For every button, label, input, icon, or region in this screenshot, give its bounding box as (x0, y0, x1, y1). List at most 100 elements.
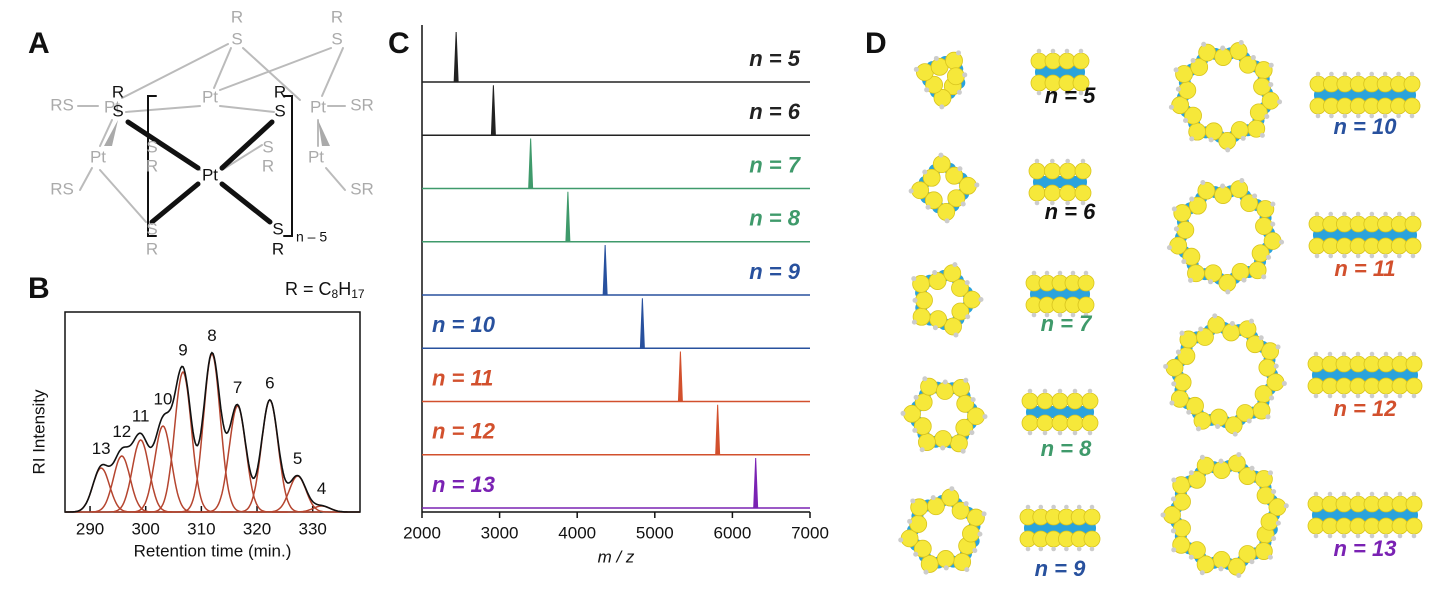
h-atom (1051, 504, 1056, 510)
h-atom (1279, 239, 1285, 245)
trace-label: n = 6 (749, 99, 801, 124)
x-tick-label: 290 (76, 519, 104, 538)
s-atom (963, 290, 981, 309)
h-atom (911, 319, 917, 325)
formula: R = C8H17 (285, 279, 365, 301)
h-atom (1171, 206, 1177, 212)
h-atom (938, 152, 944, 158)
h-atom (982, 414, 988, 420)
s-atom (1261, 342, 1280, 361)
h-atom (1270, 221, 1276, 227)
h-atom (981, 511, 987, 517)
h-atom (1036, 48, 1042, 54)
h-atom (1064, 504, 1069, 510)
h-atom (1057, 388, 1063, 394)
h-atom (960, 201, 966, 207)
s-atom (1405, 517, 1423, 535)
model-label: n = 13 (1334, 536, 1397, 561)
s-atom (1051, 414, 1069, 432)
h-atom (972, 548, 978, 554)
h-atom (1383, 393, 1389, 399)
h-atom (1188, 554, 1194, 560)
h-atom (1057, 312, 1063, 318)
atom-label: S (112, 101, 123, 120)
h-atom (1383, 491, 1389, 497)
atom-label: Pt (202, 165, 218, 184)
atom-label: S (231, 29, 242, 48)
atom-label: Pt (310, 97, 326, 116)
h-atom (919, 447, 925, 453)
s-atom (1335, 517, 1353, 535)
s-atom (913, 539, 932, 558)
atom-label: S (146, 137, 157, 156)
h-atom (924, 87, 930, 93)
h-atom (1240, 135, 1246, 141)
model-side-view (1025, 270, 1095, 318)
s-atom (1307, 377, 1325, 395)
h-atom (1313, 351, 1319, 357)
h-atom (1341, 533, 1347, 539)
h-atom (1265, 414, 1271, 420)
panel-label: C (388, 27, 410, 60)
h-atom (1168, 104, 1174, 110)
x-tick-label: 310 (187, 519, 215, 538)
h-atom (1182, 117, 1188, 123)
s-atom (1321, 377, 1339, 395)
structure-bonds (77, 43, 346, 237)
h-atom (1212, 313, 1218, 319)
h-atom (1266, 254, 1272, 260)
h-atom (1410, 211, 1416, 217)
s-atom (951, 302, 970, 321)
s-atom (1255, 217, 1273, 236)
h-atom (1341, 491, 1347, 497)
h-atom (1249, 559, 1255, 565)
h-atom (1065, 158, 1070, 164)
pt-band (1035, 66, 1085, 78)
s-atom (1028, 184, 1046, 202)
spectrum-peak (715, 404, 721, 456)
h-atom (1089, 546, 1095, 552)
h-atom (940, 445, 946, 451)
h-atom (1236, 452, 1242, 458)
h-atom (963, 501, 969, 507)
s-atom (1028, 162, 1046, 180)
h-atom (1078, 48, 1084, 54)
model-side-view (1308, 211, 1422, 259)
s-atom (1377, 355, 1395, 373)
h-atom (1342, 71, 1348, 77)
h-atom (1369, 533, 1375, 539)
s-atom (929, 310, 947, 329)
h-atom (1089, 504, 1095, 510)
s-atom (1238, 545, 1257, 563)
h-atom (1355, 211, 1361, 217)
h-atom (1232, 431, 1238, 437)
h-atom (1175, 349, 1181, 355)
s-atom (943, 264, 962, 283)
s-atom (1363, 517, 1381, 535)
h-atom (1409, 113, 1415, 119)
h-atom (960, 448, 966, 454)
h-atom (1259, 132, 1265, 138)
h-atom (913, 394, 919, 400)
model-label: n = 6 (1045, 199, 1097, 224)
peak-label: 9 (178, 340, 187, 359)
h-atom (1072, 388, 1078, 394)
spectrum-peak (528, 138, 534, 189)
s-atom (967, 407, 985, 426)
h-atom (1383, 253, 1388, 259)
h-atom (910, 498, 916, 504)
model-side-view (1307, 351, 1423, 399)
h-atom (1268, 62, 1274, 68)
h-atom (1271, 535, 1277, 541)
s-atom (928, 272, 947, 290)
model-label: n = 5 (1045, 83, 1097, 108)
h-atom (1031, 270, 1037, 276)
trace-label: n = 12 (432, 419, 496, 444)
h-atom (1050, 158, 1055, 164)
atom-label: RS (50, 179, 74, 198)
s-atom (925, 75, 943, 94)
h-atom (1057, 430, 1063, 436)
chromatogram (65, 351, 360, 513)
peak-label: 5 (293, 449, 302, 468)
